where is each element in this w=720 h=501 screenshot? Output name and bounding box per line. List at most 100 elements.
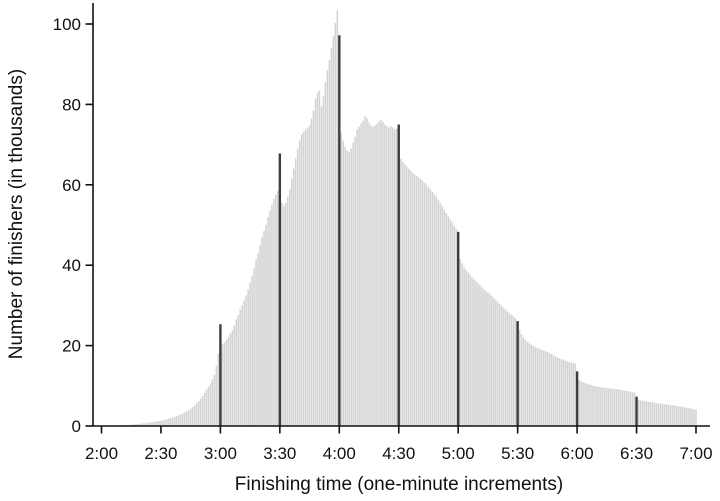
histogram-bar (294, 158, 297, 427)
histogram-bar (615, 389, 618, 426)
histogram-bar (401, 161, 404, 427)
histogram-bar (584, 382, 586, 426)
histogram-bar (522, 337, 525, 426)
histogram-bar (570, 362, 572, 426)
x-tick-label: 6:30 (620, 444, 653, 463)
histogram-bar (695, 409, 697, 426)
histogram-bar (328, 60, 331, 427)
histogram-bar (259, 245, 261, 426)
histogram-bar (160, 420, 162, 426)
histogram-bar (631, 392, 634, 426)
histogram-bar (473, 279, 475, 426)
histogram-bar (342, 140, 345, 426)
histogram-bar (683, 407, 685, 426)
histogram-bar (138, 423, 140, 426)
y-tick-label: 0 (72, 417, 81, 436)
histogram-bar (465, 270, 467, 426)
histogram-bar (665, 404, 668, 426)
histogram-bar (586, 383, 588, 426)
histogram-bar (689, 408, 691, 426)
histogram-bar (187, 409, 190, 426)
histogram-bar (552, 355, 555, 426)
histogram-bar (445, 212, 448, 426)
histogram-bar (623, 390, 626, 426)
histogram-bar (285, 202, 287, 426)
histogram-bar (364, 116, 366, 427)
histogram-bar (265, 225, 267, 426)
histogram-bar (154, 421, 156, 426)
histogram-bar (633, 392, 636, 426)
y-tick-label: 20 (62, 337, 81, 356)
histogram-bars (108, 10, 697, 427)
histogram-bar (544, 351, 547, 426)
histogram-bar (431, 192, 434, 426)
histogram-bar (449, 219, 452, 426)
histogram-bar (582, 382, 584, 426)
histogram-bar (415, 175, 418, 426)
histogram-bar (370, 125, 372, 427)
axes (85, 3, 710, 434)
histogram-bar (508, 313, 511, 426)
histogram-bar (491, 296, 493, 426)
histogram-bar (221, 344, 224, 426)
histogram-bar (164, 419, 166, 426)
histogram-bar (229, 333, 232, 426)
x-tick-label: 4:00 (323, 444, 356, 463)
histogram-bar (193, 405, 196, 426)
histogram-bar (273, 198, 275, 426)
histogram-bar (211, 379, 214, 426)
histogram-bar (455, 229, 457, 426)
histogram-bar (152, 421, 154, 426)
histogram-bar (564, 360, 566, 426)
histogram-bar (461, 263, 463, 426)
histogram-bar (384, 124, 386, 426)
histogram-bar (245, 295, 247, 426)
histogram-bar (497, 302, 499, 426)
histogram-bar (439, 203, 442, 426)
histogram-bar (185, 411, 188, 426)
histogram-bar (417, 177, 420, 426)
histogram-bar (140, 423, 142, 426)
histogram-bar (178, 415, 180, 426)
histogram-bar (191, 407, 194, 426)
histogram-bar (203, 393, 206, 426)
histogram-bar (174, 416, 176, 426)
histogram-bar (651, 402, 654, 426)
histogram-bar (290, 178, 293, 426)
histogram-bar (136, 424, 138, 426)
histogram-bar (390, 126, 392, 427)
histogram-bar (195, 403, 198, 426)
histogram-bar (463, 267, 465, 426)
milestone-bar (278, 153, 282, 426)
histogram-bar (275, 194, 277, 426)
histogram-bar (613, 388, 616, 426)
histogram-bar (142, 423, 144, 426)
histogram-bar (261, 237, 263, 426)
histogram-bar (158, 420, 160, 426)
histogram-bar (659, 403, 662, 426)
histogram-bar (645, 401, 648, 426)
histogram-bar (386, 126, 388, 427)
histogram-bar (179, 414, 182, 426)
histogram-bar (489, 294, 491, 426)
histogram-bar (326, 70, 329, 426)
x-tick-label: 2:30 (144, 444, 177, 463)
histogram-bar (217, 353, 220, 426)
histogram-bar (485, 290, 487, 426)
histogram-bar (441, 206, 444, 426)
histogram-bar (451, 222, 454, 426)
histogram-bar (578, 380, 580, 426)
histogram-bar (641, 400, 644, 426)
histogram-bar (588, 384, 590, 426)
histogram-bar (352, 142, 354, 426)
histogram-bar (671, 405, 673, 426)
histogram-bar (314, 98, 317, 427)
histogram-bar (346, 150, 348, 426)
histogram-bar (189, 408, 192, 426)
histogram-bar (526, 341, 529, 426)
histogram-bar (170, 417, 172, 426)
histogram-bar (495, 300, 497, 426)
histogram-bar (600, 387, 602, 426)
